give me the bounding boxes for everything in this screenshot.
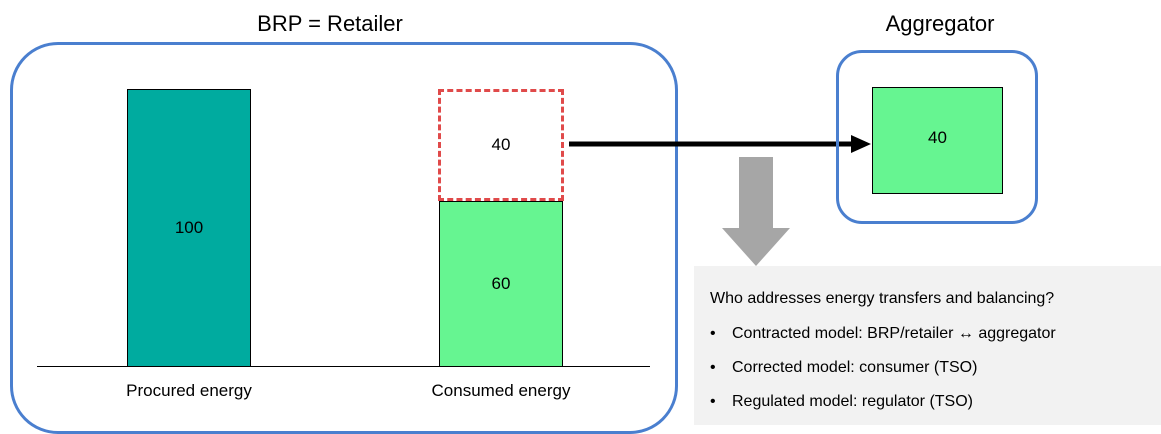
retailer-frame [10, 42, 678, 434]
procured-energy-label: Procured energy [126, 381, 252, 400]
info-box: Who addresses energy transfers and balan… [694, 266, 1161, 425]
info-item-contracted: Contracted model: BRP/retailer ↔ aggrega… [732, 325, 1056, 342]
procured-energy-value: 100 [174, 218, 204, 237]
transfer-arrow [569, 135, 871, 153]
consumed-energy-shifted-box: 40 [438, 89, 564, 201]
baseline [37, 366, 650, 367]
info-question: Who addresses energy transfers and balan… [710, 290, 1055, 307]
info-list-item: • Corrected model: consumer (TSO) [710, 359, 978, 376]
aggregator-frame [836, 50, 1038, 224]
consumed-energy-value: 60 [491, 274, 511, 293]
info-list-item: • Contracted model: BRP/retailer ↔ aggreg… [710, 325, 1056, 342]
down-arrow-icon [722, 157, 790, 266]
info-list: • Contracted model: BRP/retailer ↔ aggreg… [710, 324, 1056, 426]
info-item-regulated: Regulated model: regulator (TSO) [732, 393, 973, 410]
consumed-energy-bar: 60 [439, 201, 563, 367]
retailer-title: BRP = Retailer [257, 11, 403, 36]
info-list-item: • Regulated model: regulator (TSO) [710, 393, 973, 410]
procured-energy-bar: 100 [127, 89, 251, 367]
aggregator-energy-value: 40 [928, 128, 947, 147]
consumed-energy-label: Consumed energy [431, 381, 571, 400]
aggregator-title: Aggregator [885, 11, 995, 36]
shifted-energy-value: 40 [491, 135, 511, 154]
info-item-corrected: Corrected model: consumer (TSO) [732, 359, 978, 376]
aggregator-energy-box: 40 [872, 87, 1003, 194]
